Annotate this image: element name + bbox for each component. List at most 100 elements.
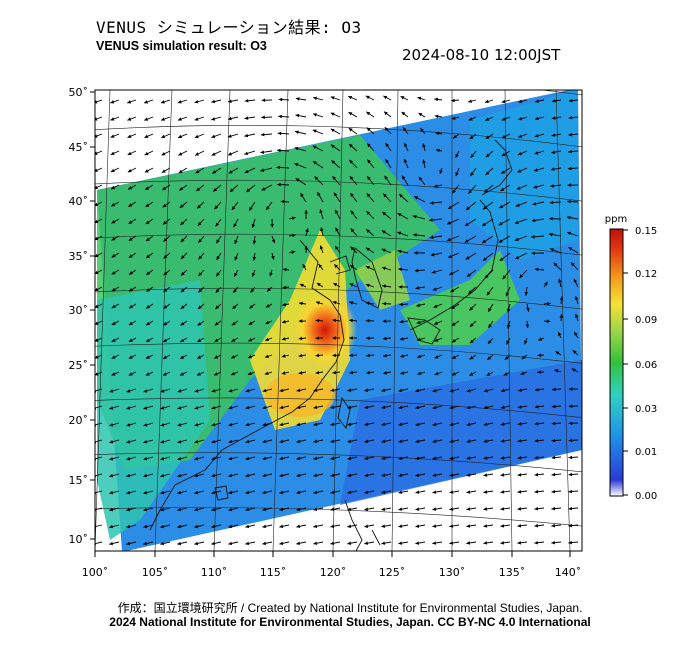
wind-arrow-head: [194, 524, 199, 529]
wind-arrow-head: [449, 456, 454, 460]
wind-arrow-head: [381, 524, 386, 528]
wind-arrow-head: [211, 456, 216, 461]
wind-arrow-head: [420, 128, 424, 132]
wind-arrow-head: [365, 318, 370, 323]
wind-arrow-head: [211, 507, 216, 512]
wind-arrow-head: [517, 473, 522, 477]
wind-arrow-head: [127, 151, 132, 156]
wind-arrow-head: [466, 439, 471, 443]
wind-arrow-head: [397, 213, 402, 217]
wind-arrow-head: [366, 353, 370, 358]
wind-arrow-head: [349, 370, 354, 375]
wind-arrow-head: [568, 115, 573, 120]
wind-arrow-head: [398, 507, 403, 511]
wind-arrow-head: [483, 405, 488, 410]
wind-arrow-head: [296, 388, 301, 393]
wind-arrow-head: [464, 239, 469, 243]
wind-arrow-head: [483, 541, 488, 545]
coast-hainan: [214, 485, 229, 501]
wind-arrow-head: [466, 473, 471, 477]
wind-arrow-head: [534, 404, 539, 409]
wind-arrow-head: [233, 223, 237, 228]
wind-arrow-head: [228, 507, 233, 512]
wind-arrow-head: [276, 165, 281, 170]
wind-arrow-head: [364, 388, 369, 392]
wind-arrow-head: [430, 252, 435, 257]
wind-arrow-head: [533, 185, 538, 189]
wind-arrow-head: [398, 422, 403, 427]
wind-arrow-head: [417, 337, 421, 342]
wind-arrow-head: [547, 301, 551, 306]
wind-arrow-head: [439, 169, 443, 174]
wind-arrow-head: [537, 370, 541, 374]
wind-arrow-head: [398, 490, 403, 494]
wind-arrow-head: [315, 336, 320, 340]
wind-arrow-head: [95, 185, 98, 189]
wind-arrow-head: [249, 304, 254, 309]
wind-arrow-head: [433, 304, 438, 308]
wind-arrow-head: [216, 256, 220, 260]
longitude-ticks: [94, 551, 571, 557]
wind-arrow-head: [246, 188, 251, 193]
wind-arrow-head: [418, 176, 423, 181]
wind-arrow-head: [162, 220, 167, 225]
field-green-korea: [355, 250, 410, 310]
wind-arrow-head: [364, 541, 369, 545]
wind-arrow-head: [416, 303, 420, 307]
wind-arrow-head: [296, 490, 301, 495]
lat-label-15: 15˚: [69, 474, 89, 487]
wind-arrow-head: [553, 262, 558, 267]
wind-arrow-head: [398, 473, 403, 477]
wind-arrow-head: [448, 254, 452, 258]
colorbar-label-0.15: 0.15: [635, 226, 657, 237]
wind-arrow-head: [469, 372, 474, 376]
wind-arrow-head: [313, 388, 318, 392]
wind-arrow-head: [524, 292, 529, 296]
wind-arrow-head: [95, 134, 98, 138]
wind-arrow: [95, 388, 103, 392]
wind-arrow-head: [333, 192, 338, 197]
wind-arrow-head: [277, 131, 282, 136]
wind-arrow-head: [95, 338, 99, 342]
wind-arrow-head: [313, 405, 318, 410]
wind-arrow-head: [331, 160, 336, 165]
wind-arrow-head: [316, 282, 321, 287]
wind-arrow-head: [212, 170, 217, 174]
wind-arrow-head: [383, 95, 388, 100]
wind-arrow-head: [434, 321, 438, 325]
wind-arrow-head: [163, 288, 168, 292]
wind-arrow-head: [466, 490, 471, 494]
wind-arrow-head: [180, 238, 185, 243]
wind-arrow-head: [295, 178, 300, 182]
wind-arrow-head: [330, 96, 335, 100]
wind-arrow-head: [498, 239, 503, 243]
wind-arrow-head: [466, 541, 471, 545]
wind-arrow-head: [347, 388, 352, 392]
wind-arrow-head: [278, 97, 283, 102]
wind-arrow-head: [230, 371, 235, 376]
wind-arrow-head: [501, 135, 506, 139]
wind-arrow-head: [162, 203, 167, 208]
wind-arrow-head: [485, 117, 490, 121]
wind-arrow-head: [145, 338, 150, 342]
wind-arrow-head: [432, 490, 437, 494]
wind-arrow-head: [432, 405, 437, 410]
wind-arrow-head: [531, 251, 535, 255]
wind-arrow-head: [483, 422, 488, 426]
colorbar-label-0.01: 0.01: [635, 447, 657, 458]
wind-arrow-head: [195, 169, 200, 174]
wind-arrow-head: [335, 245, 339, 250]
wind-arrow-head: [144, 169, 149, 173]
wind-arrow-head: [299, 283, 304, 288]
wind-arrow: [95, 507, 103, 511]
wind-arrow-head: [228, 439, 233, 444]
wind-arrow-head: [347, 439, 352, 444]
wind-arrow-head: [144, 100, 149, 104]
wind-arrow-head: [296, 507, 301, 512]
wind-arrow-head: [349, 143, 353, 148]
wind-arrow-head: [381, 405, 386, 410]
wind-arrow-head: [366, 127, 371, 132]
wind-arrow-head: [295, 97, 300, 101]
wind-arrow-head: [398, 405, 403, 410]
wind-arrow-head: [228, 152, 232, 156]
